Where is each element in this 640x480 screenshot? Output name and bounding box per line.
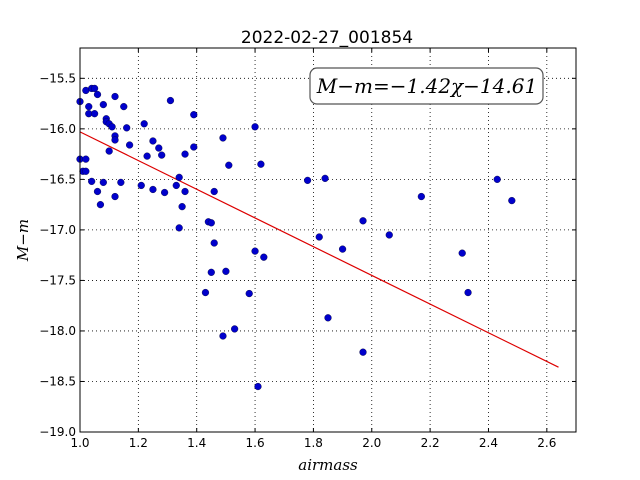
data-point [93,187,102,196]
x-axis-ticks: 1.0 1.2 1.4 1.6 1.8 2.0 2.2 2.4 2.6 [70,48,556,450]
data-point [90,110,99,118]
data-point [105,147,113,155]
data-point [338,245,347,253]
data-point [149,185,157,194]
data-point [231,325,239,333]
data-point [99,100,107,109]
x-tick-label: 2.0 [362,436,381,450]
data-point [251,247,259,255]
y-tick-label: −15.5 [39,71,76,85]
y-tick-label: −17.0 [39,223,76,237]
data-point [155,144,163,152]
data-point [464,288,472,297]
data-point [359,348,367,356]
data-point [96,201,105,209]
data-point [172,181,180,190]
y-axis-label: M−m [14,219,32,262]
data-point [120,103,128,111]
data-points [76,84,516,391]
data-point [82,167,90,175]
data-point [123,124,131,132]
data-point [88,177,96,185]
data-point [508,196,516,205]
data-point [137,181,145,190]
data-point [117,178,125,187]
data-point [140,120,148,128]
x-tick-label: 1.6 [246,436,265,450]
data-point [222,267,230,275]
data-point [149,137,157,145]
y-tick-label: −18.0 [39,324,76,338]
y-tick-label: −16.5 [39,172,76,186]
data-point [219,134,227,142]
data-point [458,249,466,257]
data-point [85,103,93,111]
data-point [417,192,425,201]
data-point [111,92,119,101]
data-point [108,123,116,131]
data-point [158,151,166,159]
data-point [207,268,215,276]
data-point [210,239,218,247]
data-point [219,332,227,340]
data-point [257,160,265,168]
x-tick-label: 1.0 [70,436,89,450]
data-point [324,314,332,322]
chart-title: 2022-02-27_001854 [241,28,413,48]
data-point [385,231,393,239]
data-point [99,178,107,187]
data-point [82,155,90,163]
data-point [207,219,215,227]
y-axis-ticks: −15.5 −16.0 −16.5 −17.0 −17.5 −18.0 −18.5 −19.0 [39,71,576,439]
data-point [90,84,99,93]
data-point [178,203,186,211]
data-point [303,176,312,184]
data-point [359,217,367,225]
data-point [493,175,501,183]
data-point [260,253,268,261]
fit-equation-box: M−m=−1.42χ−14.61 [309,67,544,105]
y-tick-label: −16.0 [39,122,76,136]
data-point [143,152,151,160]
plot-frame [79,47,577,433]
data-point [166,96,175,105]
data-point [254,382,262,391]
data-point [190,111,198,119]
fit-line [79,131,559,368]
data-point [190,143,198,151]
fit-line-group [79,131,559,368]
data-point [321,174,329,182]
x-tick-label: 2.6 [537,436,556,450]
data-point [93,90,102,99]
x-tick-label: 1.4 [187,436,206,450]
data-point [315,233,323,241]
data-point [181,150,189,158]
data-point [111,136,119,144]
x-tick-label: 1.8 [304,436,323,450]
data-point [245,289,253,298]
x-tick-label: 1.2 [129,436,148,450]
data-point [201,288,210,297]
x-axis-label: airmass [298,456,358,474]
fit-equation-frame [309,67,544,105]
x-tick-label: 2.2 [421,436,440,450]
y-tick-label: −18.5 [39,374,76,388]
data-point [181,187,189,196]
data-point [111,192,119,201]
data-point [210,187,218,196]
data-point [175,224,183,232]
data-point [175,173,183,181]
data-point [225,161,233,169]
data-point [126,141,134,149]
y-tick-label: −19.0 [39,425,76,439]
x-tick-label: 2.4 [479,436,498,450]
data-point [251,123,259,131]
data-point [161,188,169,197]
y-tick-label: −17.5 [39,273,76,287]
fit-equation-text: M−m=−1.42χ−14.61 [316,74,537,98]
